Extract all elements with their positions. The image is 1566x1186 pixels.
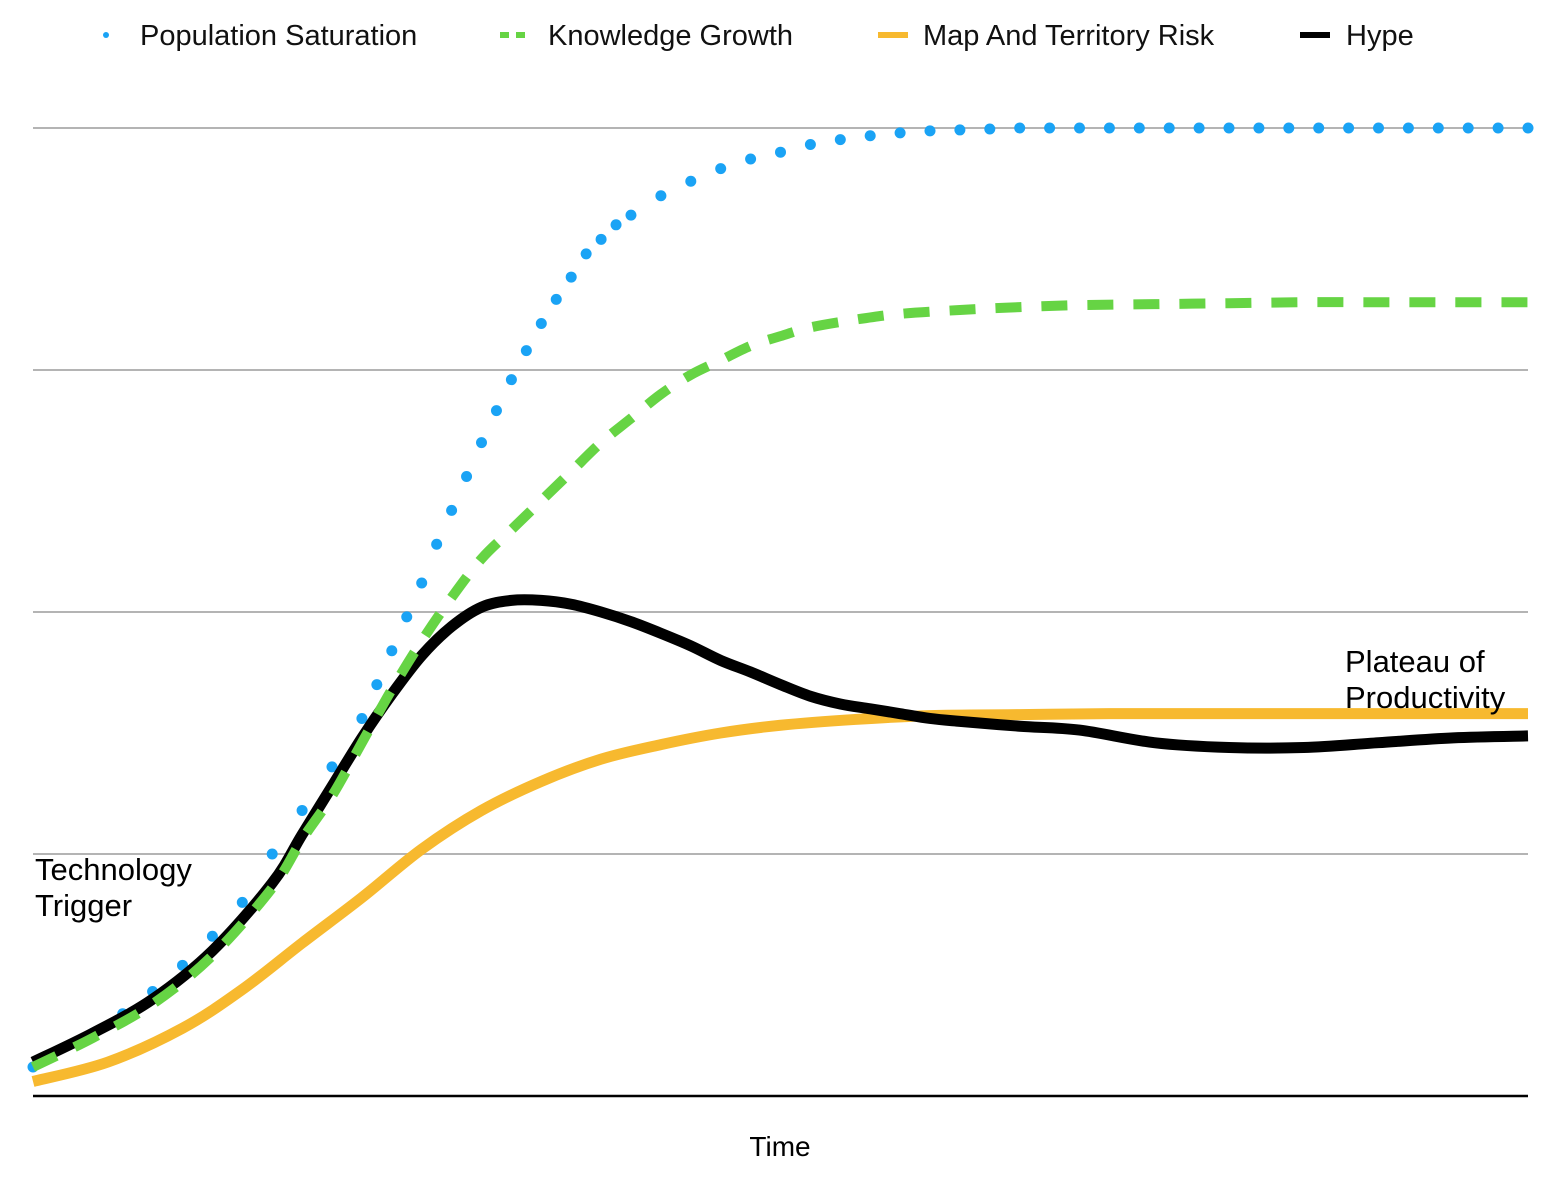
series-point-population-saturation (894, 127, 906, 139)
legend-item-knowledge-growth: Knowledge Growth (500, 20, 793, 52)
series-point-population-saturation (266, 848, 278, 860)
series-line-knowledge-growth (30, 297, 1528, 1072)
series-point-population-saturation (1163, 122, 1175, 134)
series-point-population-saturation (401, 611, 413, 623)
legend-label-knowledge-growth: Knowledge Growth (548, 20, 793, 52)
series-point-population-saturation (804, 138, 816, 150)
series-point-population-saturation (1283, 122, 1295, 134)
series-point-population-saturation (1133, 122, 1145, 134)
annotation-plateau-line-2: Productivity (1345, 680, 1506, 715)
series-lines (27, 122, 1534, 1087)
series-point-population-saturation (745, 153, 757, 165)
series-point-population-saturation (461, 470, 473, 482)
series-point-population-saturation (476, 437, 487, 449)
series-point-population-saturation (326, 761, 338, 773)
annotation-plateau-line-1: Plateau of (1345, 644, 1485, 679)
series-point-population-saturation (1432, 122, 1444, 134)
series-point-population-saturation (446, 504, 458, 516)
series-point-population-saturation (1223, 122, 1235, 134)
series-point-population-saturation (1343, 122, 1355, 134)
series-point-population-saturation (1522, 122, 1534, 134)
series-point-population-saturation (1253, 122, 1265, 134)
legend-label-hype: Hype (1346, 20, 1414, 52)
series-point-population-saturation (1402, 122, 1414, 134)
annotation-technology-trigger-line-1: Technology (35, 852, 192, 887)
legend-label-population-saturation: Population Saturation (140, 20, 417, 52)
series-point-population-saturation (431, 538, 443, 550)
series-point-population-saturation (580, 248, 592, 260)
series-point-population-saturation (1462, 122, 1474, 134)
series-point-population-saturation (610, 219, 622, 231)
series-point-population-saturation (1313, 122, 1325, 134)
series-point-population-saturation (296, 804, 308, 816)
series-point-population-saturation (520, 345, 532, 357)
series-point-population-saturation (1074, 122, 1085, 134)
series-point-population-saturation (1014, 122, 1026, 134)
legend-item-hype: Hype (1300, 20, 1414, 52)
series-point-population-saturation (1492, 122, 1504, 134)
series-point-population-saturation (715, 163, 727, 175)
series-point-population-saturation (954, 124, 966, 136)
series-point-population-saturation (625, 209, 637, 221)
series-point-population-saturation (685, 175, 697, 187)
series-point-population-saturation (924, 125, 936, 137)
series-point-population-saturation (416, 577, 428, 589)
series-point-population-saturation (371, 679, 383, 691)
series-point-population-saturation (655, 190, 667, 202)
series-point-population-saturation (356, 712, 368, 724)
series-point-population-saturation (864, 130, 876, 142)
series-population-saturation (27, 122, 1534, 1073)
series-point-population-saturation (834, 134, 846, 146)
series-point-population-saturation (505, 374, 517, 386)
series-point-population-saturation (535, 318, 547, 330)
legend-swatch-population-saturation (103, 32, 109, 38)
annotation-plateau-of-productivity: Plateau of Productivity (1345, 644, 1506, 715)
series-point-population-saturation (490, 405, 502, 417)
series-point-population-saturation (236, 896, 248, 908)
series-line-hype (30, 594, 1529, 1068)
series-point-population-saturation (1373, 122, 1384, 134)
series-point-population-saturation (386, 645, 398, 657)
grid-lines (33, 127, 1528, 855)
legend-item-map-and-territory-risk: Map And Territory Risk (878, 20, 1215, 52)
series-point-population-saturation (595, 233, 607, 245)
series-point-population-saturation (1193, 122, 1205, 134)
annotation-technology-trigger-line-2: Trigger (35, 888, 132, 923)
series-point-population-saturation (565, 271, 577, 283)
series-point-population-saturation (550, 293, 562, 305)
series-point-population-saturation (206, 930, 218, 942)
series-point-population-saturation (984, 123, 996, 135)
series-point-population-saturation (1103, 122, 1115, 134)
legend-item-population-saturation: Population Saturation (103, 20, 417, 52)
series-point-population-saturation (775, 146, 786, 158)
x-axis-title: Time (749, 1131, 810, 1162)
series-point-population-saturation (1044, 122, 1056, 134)
legend: Population Saturation Knowledge Growth Map… (103, 20, 1414, 52)
legend-label-map-and-territory-risk: Map And Territory Risk (923, 20, 1215, 52)
series-line-map-and-territory-risk (31, 708, 1528, 1087)
annotation-technology-trigger: Technology Trigger (35, 852, 200, 923)
